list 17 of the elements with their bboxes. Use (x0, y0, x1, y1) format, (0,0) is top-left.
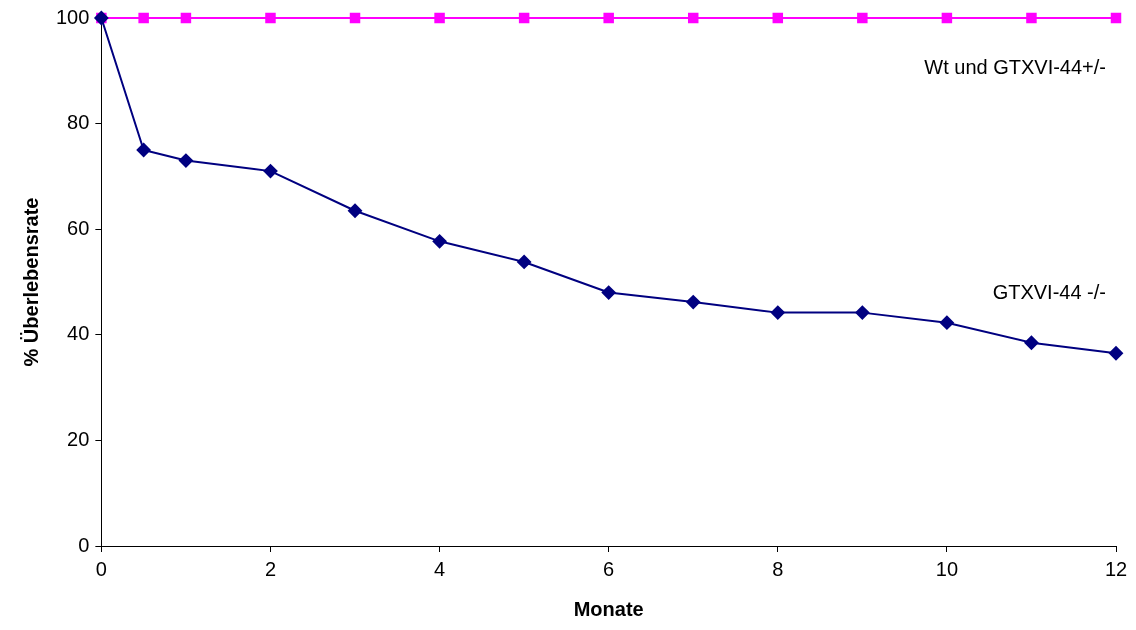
series-label: GTXVI-44 -/- (992, 280, 1106, 303)
y-tick-label: 80 (67, 111, 90, 134)
y-tick-label: 60 (67, 216, 90, 239)
x-tick-label: 8 (772, 557, 784, 580)
x-tick-label: 6 (603, 557, 615, 580)
y-tick-label: 0 (78, 533, 90, 556)
x-tick-label: 4 (434, 557, 446, 580)
series-label: Wt und GTXVI-44+/- (924, 55, 1106, 78)
x-tick-label: 10 (935, 557, 959, 580)
x-tick-label: 0 (95, 557, 107, 580)
x-tick-label: 2 (264, 557, 277, 580)
y-tick-label: 20 (67, 427, 90, 450)
y-axis-title: % Überlebensrate (19, 197, 42, 367)
x-tick-label: 12 (1104, 557, 1128, 580)
x-axis-title: Monate (573, 597, 644, 620)
y-tick-label: 100 (55, 5, 90, 28)
y-tick-label: 40 (67, 322, 90, 345)
